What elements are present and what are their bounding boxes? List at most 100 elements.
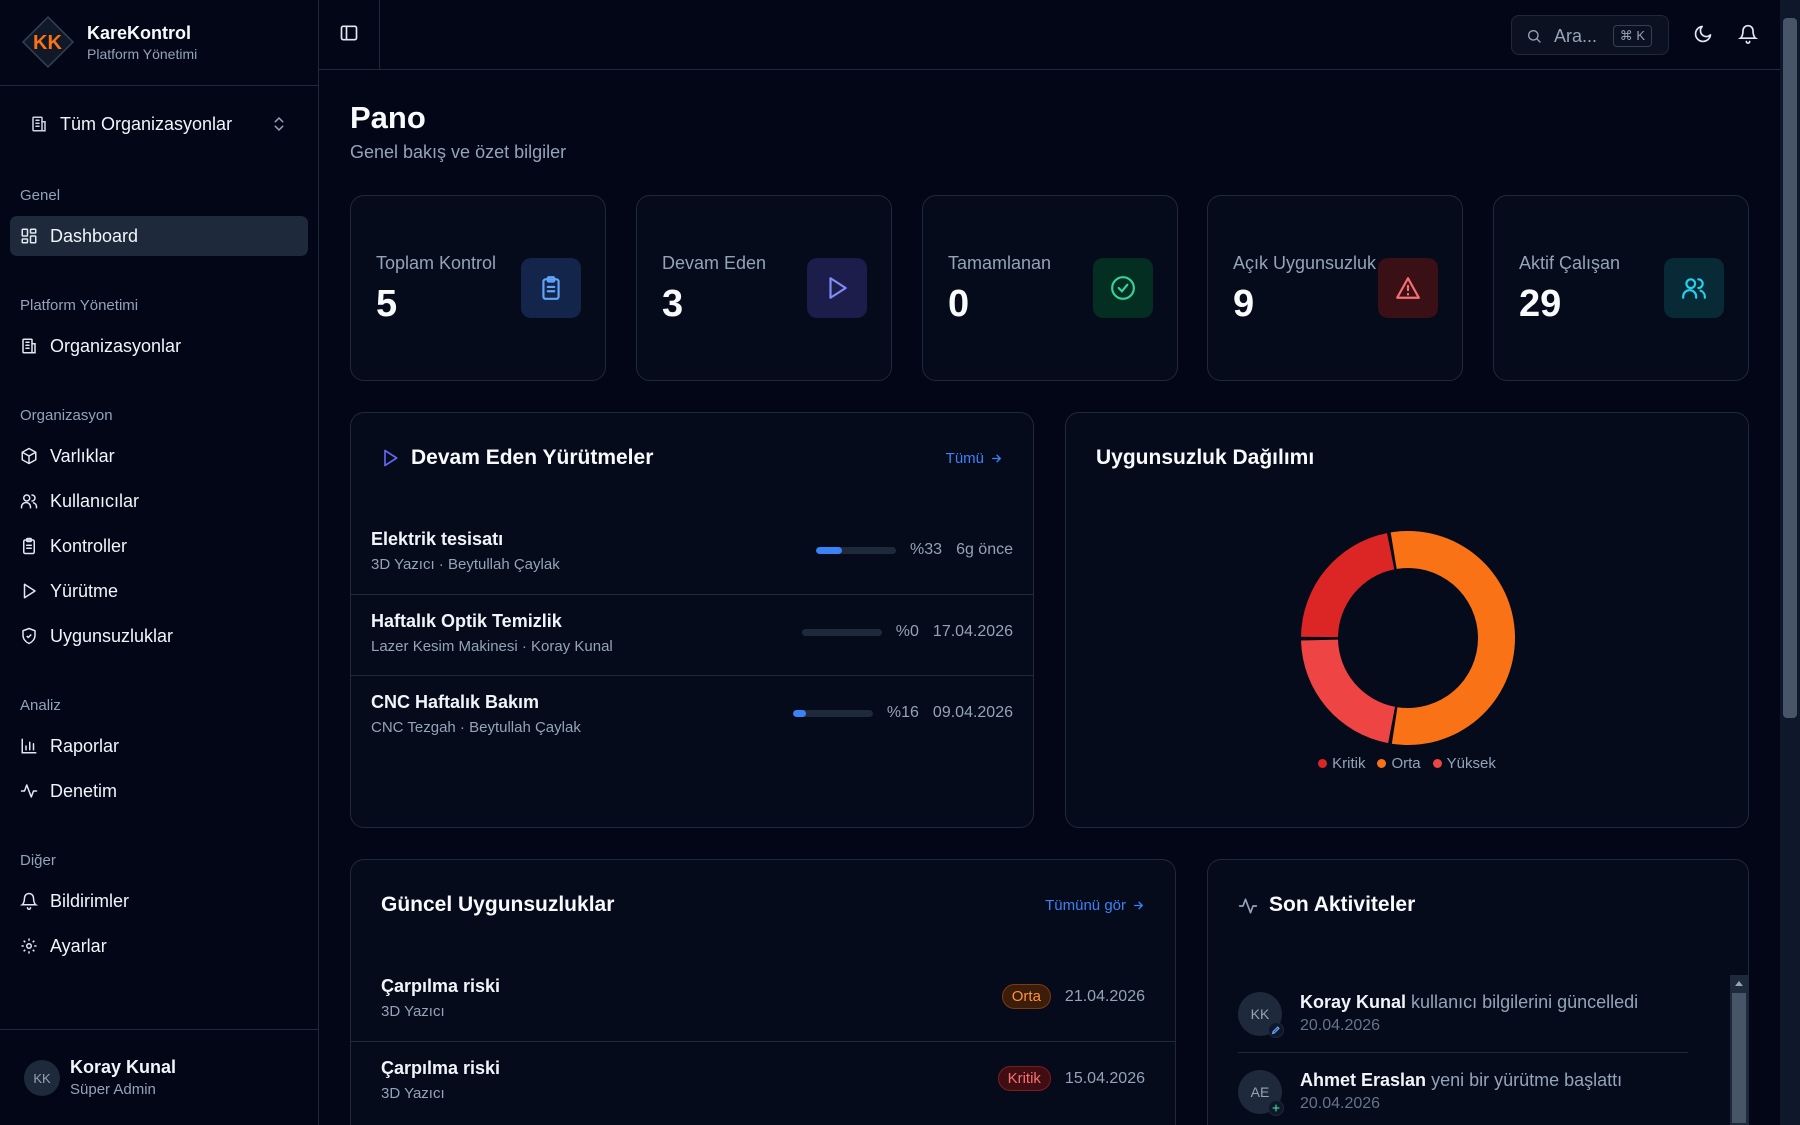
executions-view-all-link[interactable]: Tümü xyxy=(946,450,1003,467)
donut-chart xyxy=(1301,531,1515,745)
activity-icon xyxy=(20,782,38,800)
execution-title: CNC Haftalık Bakım xyxy=(371,692,540,712)
legend-label: Yüksek xyxy=(1446,755,1496,772)
dashboard-icon xyxy=(20,227,38,245)
clipboard-icon xyxy=(521,258,581,318)
page-scrollbar[interactable] xyxy=(1780,0,1800,1125)
activities-scrollbar[interactable] xyxy=(1730,975,1748,1125)
organization-selector-label: Tüm Organizasyonlar xyxy=(60,114,233,134)
sidebar-item-settings[interactable]: Ayarlar xyxy=(10,926,308,966)
nav-group-genel: Genel xyxy=(20,187,61,204)
legend-item[interactable]: Yüksek xyxy=(1432,755,1496,772)
sidebar-item-controls[interactable]: Kontroller xyxy=(10,526,308,566)
plus-icon xyxy=(1268,1100,1284,1116)
sidebar-item-audit[interactable]: Denetim xyxy=(10,771,308,811)
execution-row[interactable]: Haftalık Optik Temizlik Lazer Kesim Maki… xyxy=(351,594,1033,675)
nonconformity-row[interactable]: Çarpılma riski 3D Yazıcı Kritik 15.04.20… xyxy=(351,1041,1175,1122)
sidebar-item-label: Ayarlar xyxy=(50,936,107,956)
sidebar-item-execution[interactable]: Yürütme xyxy=(10,571,308,611)
brand-title: KareKontrol xyxy=(87,23,192,43)
execution-date: 6g önce xyxy=(956,541,1013,558)
sidebar-item-label: Uygunsuzluklar xyxy=(50,626,174,646)
activities-scrollbar-thumb[interactable] xyxy=(1732,993,1746,1123)
stat-card-total-controls[interactable]: Toplam Kontrol 5 xyxy=(350,195,606,381)
severity-badge: Orta xyxy=(1001,984,1051,1009)
sidebar-item-assets[interactable]: Varlıklar xyxy=(10,436,308,476)
gear-icon xyxy=(20,937,38,955)
chart-legend: Kritik Orta Yüksek xyxy=(1066,755,1748,772)
legend-item[interactable]: Orta xyxy=(1377,755,1421,772)
sidebar-item-users[interactable]: Kullanıcılar xyxy=(10,481,308,521)
page-scrollbar-thumb[interactable] xyxy=(1783,18,1797,718)
stat-label: Toplam Kontrol xyxy=(376,253,497,273)
nav-group-organization: Organizasyon xyxy=(20,407,113,424)
nonconformity-subtitle: 3D Yazıcı xyxy=(381,1085,445,1102)
stat-label: Tamamlanan xyxy=(948,253,1052,273)
divider xyxy=(1238,1052,1688,1053)
activity-text: Koray Kunal kullanıcı bilgilerini güncel… xyxy=(1300,992,1638,1013)
sidebar: KK KareKontrol Platform Yönetimi Tüm Org… xyxy=(0,0,319,1125)
activity-user: Ahmet Eraslan xyxy=(1300,1070,1427,1090)
users-icon xyxy=(1664,258,1724,318)
sidebar-item-dashboard[interactable]: Dashboard xyxy=(10,216,308,256)
execution-row[interactable]: Elektrik tesisatı 3D Yazıcı · Beytullah … xyxy=(351,513,1033,594)
users-icon xyxy=(20,492,38,510)
moon-icon[interactable] xyxy=(1693,24,1713,44)
building-icon xyxy=(30,115,48,133)
topbar: Ara... ⌘ K xyxy=(319,0,1780,70)
brand-logo: KK xyxy=(21,15,75,69)
sidebar-item-reports[interactable]: Raporlar xyxy=(10,726,308,766)
page-subtitle: Genel bakış ve özet bilgiler xyxy=(350,142,567,162)
execution-row[interactable]: CNC Haftalık Bakım CNC Tezgah · Beytulla… xyxy=(351,675,1033,756)
donut-slice-orta[interactable] xyxy=(1390,531,1515,745)
donut-slice-yüksek[interactable] xyxy=(1301,639,1396,744)
sidebar-toggle-icon[interactable] xyxy=(339,23,359,43)
stat-value: 9 xyxy=(1233,283,1255,325)
building-icon xyxy=(20,337,38,355)
execution-subtitle: Lazer Kesim Makinesi · Koray Kunal xyxy=(371,638,613,655)
progress-label: %16 xyxy=(886,704,919,721)
sidebar-item-label: Kontroller xyxy=(50,536,128,556)
legend-dot xyxy=(1377,759,1387,768)
user-name: Koray Kunal xyxy=(70,1057,177,1077)
sidebar-item-organizations[interactable]: Organizasyonlar xyxy=(10,326,308,366)
user-role: Süper Admin xyxy=(70,1081,156,1098)
stat-value: 5 xyxy=(376,283,398,325)
execution-subtitle: 3D Yazıcı · Beytullah Çaylak xyxy=(371,556,560,573)
recent-nonconformities-card: Güncel Uygunsuzluklar Tümünü gör Çarpılm… xyxy=(350,859,1176,1125)
view-all-label: Tümünü gör xyxy=(1045,897,1126,914)
activity-date: 20.04.2026 xyxy=(1300,1017,1381,1034)
sidebar-item-notifications[interactable]: Bildirimler xyxy=(10,881,308,921)
donut-slice-kritik[interactable] xyxy=(1301,533,1395,638)
play-icon xyxy=(807,258,867,318)
search-input[interactable]: Ara... ⌘ K xyxy=(1511,15,1669,55)
stat-card-active-employees[interactable]: Aktif Çalışan 29 xyxy=(1493,195,1749,381)
brand-header[interactable]: KK KareKontrol Platform Yönetimi xyxy=(0,0,318,86)
sidebar-item-label: Bildirimler xyxy=(50,891,130,911)
play-icon xyxy=(20,582,38,600)
stat-card-open-nonconformity[interactable]: Açık Uygunsuzluk 9 xyxy=(1207,195,1463,381)
avatar: KK xyxy=(24,1060,60,1096)
organization-selector[interactable]: Tüm Organizasyonlar xyxy=(20,106,296,142)
distribution-card: Uygunsuzluk Dağılımı Kritik Orta Yüksek xyxy=(1065,412,1749,828)
activity-text: Ahmet Eraslan yeni bir yürütme başlattı xyxy=(1300,1070,1622,1091)
progress-bar xyxy=(792,709,873,717)
activities-title: Son Aktiviteler xyxy=(1269,893,1416,916)
play-icon xyxy=(380,448,400,468)
activity-action: kullanıcı bilgilerini güncelledi xyxy=(1411,992,1639,1012)
scroll-up-icon[interactable] xyxy=(1730,975,1748,991)
bell-icon[interactable] xyxy=(1738,24,1758,44)
stat-card-in-progress[interactable]: Devam Eden 3 xyxy=(636,195,892,381)
arrow-right-icon xyxy=(1134,901,1144,910)
recent-activities-card: Son Aktiviteler KK Koray Kunal kullanıcı… xyxy=(1207,859,1749,1125)
sidebar-item-label: Dashboard xyxy=(50,226,139,246)
nonconformity-row[interactable]: Çarpılma riski 3D Yazıcı Orta 21.04.2026 xyxy=(351,960,1175,1041)
sidebar-item-label: Yürütme xyxy=(50,581,119,601)
user-profile[interactable]: KK Koray Kunal Süper Admin xyxy=(0,1029,318,1125)
sidebar-item-nonconformities[interactable]: Uygunsuzluklar xyxy=(10,616,308,656)
stat-card-completed[interactable]: Tamamlanan 0 xyxy=(922,195,1178,381)
nonconformities-view-all-link[interactable]: Tümünü gör xyxy=(1045,897,1145,914)
legend-item[interactable]: Kritik xyxy=(1318,755,1365,772)
execution-title: Haftalık Optik Temizlik xyxy=(371,611,562,631)
execution-title: Elektrik tesisatı xyxy=(371,529,504,549)
